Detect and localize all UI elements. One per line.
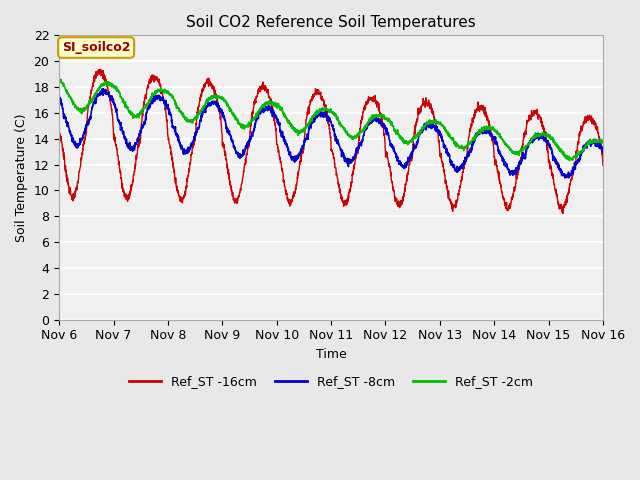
- Ref_ST -16cm: [97, 72, 105, 78]
- Ref_ST -2cm: [70, 101, 78, 107]
- Ref_ST -16cm: [97, 66, 104, 72]
- Ref_ST -2cm: [599, 138, 607, 144]
- Ref_ST -2cm: [516, 150, 524, 156]
- Ref_ST -8cm: [302, 136, 310, 142]
- X-axis label: Time: Time: [316, 348, 346, 361]
- Ref_ST -16cm: [131, 168, 138, 174]
- Ref_ST -2cm: [566, 158, 573, 164]
- Line: Ref_ST -8cm: Ref_ST -8cm: [59, 89, 603, 178]
- Ref_ST -16cm: [70, 195, 78, 201]
- Ref_ST -16cm: [115, 158, 123, 164]
- Ref_ST -2cm: [55, 75, 63, 81]
- Ref_ST -8cm: [70, 139, 78, 144]
- Line: Ref_ST -16cm: Ref_ST -16cm: [59, 69, 603, 214]
- Ref_ST -16cm: [302, 117, 310, 122]
- Ref_ST -8cm: [599, 146, 607, 152]
- Ref_ST -8cm: [97, 89, 105, 95]
- Ref_ST -8cm: [99, 86, 106, 92]
- Ref_ST -16cm: [559, 211, 566, 216]
- Ref_ST -2cm: [115, 89, 123, 95]
- Ref_ST -16cm: [516, 158, 524, 164]
- Text: SI_soilco2: SI_soilco2: [62, 41, 131, 54]
- Ref_ST -8cm: [516, 161, 524, 167]
- Legend: Ref_ST -16cm, Ref_ST -8cm, Ref_ST -2cm: Ref_ST -16cm, Ref_ST -8cm, Ref_ST -2cm: [124, 370, 538, 393]
- Y-axis label: Soil Temperature (C): Soil Temperature (C): [15, 113, 28, 242]
- Ref_ST -16cm: [55, 126, 63, 132]
- Ref_ST -2cm: [302, 123, 310, 129]
- Ref_ST -16cm: [599, 163, 607, 168]
- Ref_ST -8cm: [115, 117, 123, 123]
- Ref_ST -8cm: [561, 175, 569, 181]
- Ref_ST -2cm: [97, 82, 105, 88]
- Title: Soil CO2 Reference Soil Temperatures: Soil CO2 Reference Soil Temperatures: [186, 15, 476, 30]
- Line: Ref_ST -2cm: Ref_ST -2cm: [59, 78, 603, 161]
- Ref_ST -8cm: [131, 143, 138, 148]
- Ref_ST -8cm: [55, 94, 63, 99]
- Ref_ST -2cm: [130, 112, 138, 118]
